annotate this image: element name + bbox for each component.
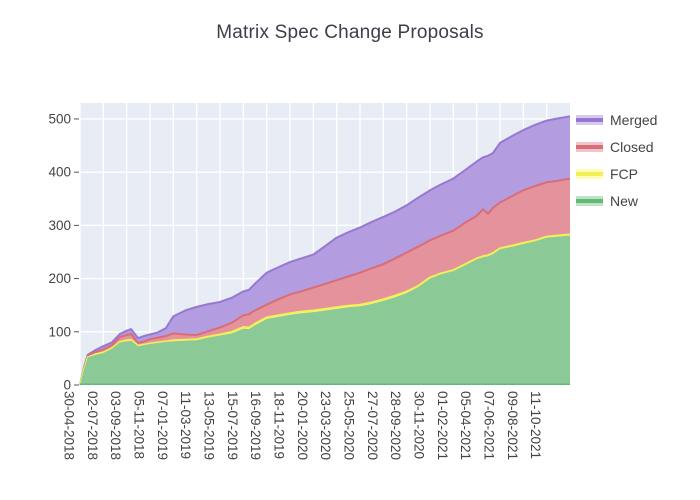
x-tick-label: 18-11-2019	[271, 391, 286, 459]
y-tick-label: 100	[48, 324, 71, 339]
x-tick-label: 25-05-2020	[341, 391, 356, 460]
legend-swatch-line	[576, 118, 603, 122]
x-tick-label: 05-11-2018	[131, 391, 146, 459]
x-tick-label: 27-07-2020	[365, 391, 380, 460]
legend-swatch-closed-icon	[576, 141, 603, 153]
area-new	[80, 235, 570, 385]
x-tick-label: 07-06-2021	[481, 391, 496, 460]
chart-title: Matrix Spec Change Proposals	[216, 22, 484, 43]
y-tick-label: 500	[48, 111, 71, 126]
y-tick-label: 400	[48, 165, 71, 180]
x-tick-label: 07-01-2019	[155, 391, 170, 460]
legend: Merged Closed FCP New	[576, 106, 657, 214]
x-tick-label: 30-11-2020	[411, 391, 426, 459]
x-tick-label: 30-04-2018	[61, 391, 76, 460]
legend-swatch-line	[576, 145, 603, 149]
x-tick-label: 20-01-2020	[295, 391, 310, 460]
x-tick-label: 05-04-2021	[458, 391, 473, 460]
y-tick-label: 0	[63, 378, 71, 393]
legend-swatch-line	[576, 172, 603, 176]
legend-item-merged: Merged	[576, 106, 657, 133]
x-tick-label: 03-09-2018	[108, 391, 123, 460]
legend-label: FCP	[610, 165, 638, 182]
legend-swatch-fcp-icon	[576, 168, 603, 180]
legend-item-new: New	[576, 187, 657, 214]
legend-swatch-merged-icon	[576, 114, 603, 126]
x-tick-label: 01-02-2021	[435, 391, 450, 460]
line-closed	[79, 177, 571, 386]
legend-swatch-new-icon	[576, 195, 603, 207]
y-tick-label: 300	[48, 218, 71, 233]
x-tick-label: 02-07-2018	[85, 391, 100, 460]
legend-label: Closed	[610, 138, 654, 155]
x-tick-label: 28-09-2020	[388, 391, 403, 460]
legend-label: Merged	[610, 111, 658, 128]
x-tick-label: 23-03-2020	[318, 391, 333, 460]
line-merged	[79, 115, 571, 386]
legend-item-fcp: FCP	[576, 160, 657, 187]
x-tick-label: 11-03-2019	[178, 391, 193, 459]
x-tick-label: 11-10-2021	[528, 391, 543, 459]
x-tick-label: 16-09-2019	[248, 391, 263, 460]
y-tick-label: 200	[48, 271, 71, 286]
legend-label: New	[610, 192, 639, 209]
line-fcp	[79, 233, 571, 386]
x-tick-label: 09-08-2021	[505, 391, 520, 460]
legend-item-closed: Closed	[576, 133, 657, 160]
x-tick-label: 15-07-2019	[225, 391, 240, 460]
legend-swatch-line	[576, 199, 603, 203]
x-tick-label: 13-05-2019	[201, 391, 216, 460]
